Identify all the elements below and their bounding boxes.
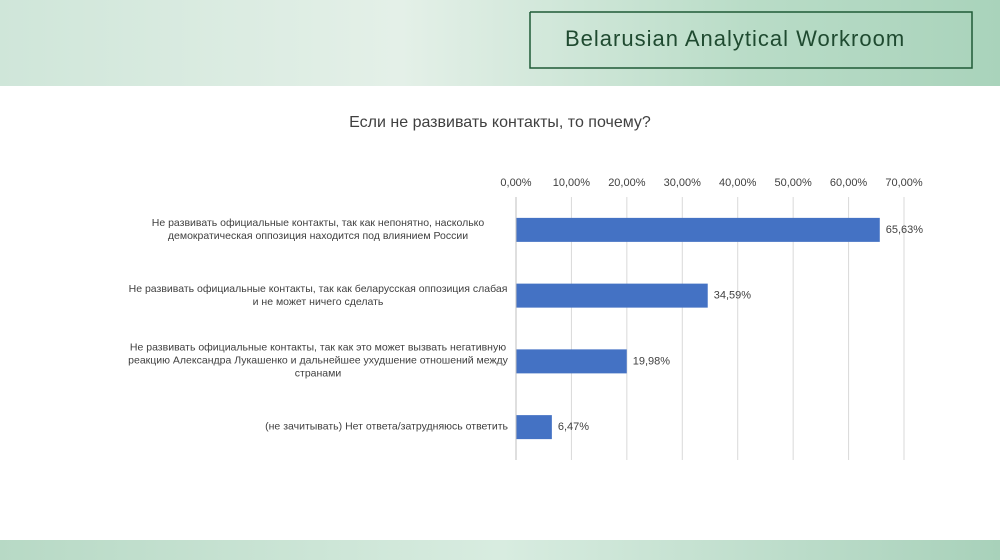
category-label: (не зачитывать) Нет ответа/затрудняюсь о… bbox=[128, 421, 508, 434]
data-label: 34,59% bbox=[714, 290, 752, 302]
x-tick-label: 20,00% bbox=[608, 177, 646, 189]
category-text: Не развивать официальные контакты, так к… bbox=[128, 282, 508, 308]
chart-title: Если не развивать контакты, то почему? bbox=[349, 114, 651, 131]
logo: Belarusian Analytical Workroom bbox=[565, 26, 906, 51]
x-tick-label: 0,00% bbox=[500, 177, 531, 189]
x-tick-label: 40,00% bbox=[719, 177, 757, 189]
data-label: 65,63% bbox=[886, 224, 924, 236]
x-tick-label: 30,00% bbox=[664, 177, 702, 189]
bar bbox=[516, 217, 880, 242]
x-tick-label: 70,00% bbox=[885, 177, 923, 189]
bar bbox=[516, 283, 708, 308]
x-tick-label: 60,00% bbox=[830, 177, 868, 189]
footer-band bbox=[0, 540, 1000, 560]
category-label: Не развивать официальные контакты, так к… bbox=[128, 217, 508, 243]
category-label: Не развивать официальные контакты, так к… bbox=[128, 283, 508, 309]
category-text: Не развивать официальные контакты, так к… bbox=[128, 341, 508, 380]
category-text: Не развивать официальные контакты, так к… bbox=[151, 216, 485, 242]
logo-frame bbox=[529, 11, 973, 69]
header-band bbox=[0, 0, 1000, 86]
x-tick-label: 10,00% bbox=[553, 177, 591, 189]
category-label: Не развивать официальные контакты, так к… bbox=[128, 342, 508, 381]
bar bbox=[516, 415, 552, 440]
category-text: (не зачитывать) Нет ответа/затрудняюсь о… bbox=[265, 420, 508, 433]
x-tick-label: 50,00% bbox=[774, 177, 812, 189]
data-label: 19,98% bbox=[633, 355, 671, 367]
data-label: 6,47% bbox=[558, 421, 589, 433]
bar bbox=[516, 349, 627, 374]
